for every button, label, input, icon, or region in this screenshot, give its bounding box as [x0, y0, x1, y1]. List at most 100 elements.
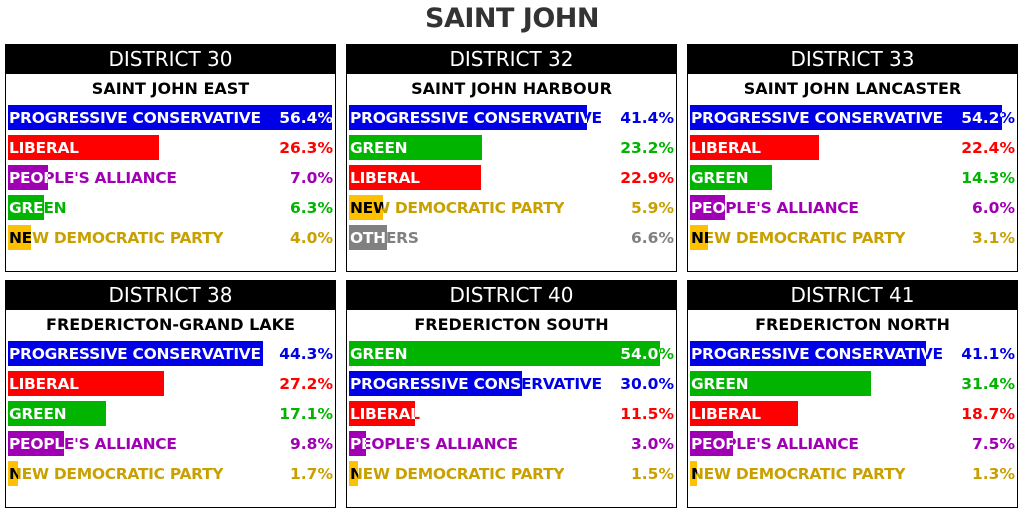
- result-bar: [349, 431, 366, 456]
- result-row-people-s-alliance: PEOPLE'S ALLIANCE 3.0%: [349, 429, 674, 459]
- district-panel-district-32: DISTRICT 32 SAINT JOHN HARBOUR PROGRESSIVE…: [346, 44, 677, 272]
- district-panel-district-30: DISTRICT 30 SAINT JOHN EAST PROGRESSIVE CO…: [5, 44, 336, 272]
- result-bar: [349, 165, 481, 190]
- result-row-people-s-alliance: PEOPLE'S ALLIANCE 9.8%: [8, 429, 333, 459]
- result-bar: [690, 135, 819, 160]
- result-row-progressive-conservative: PROGRESSIVE CONSERVATIVE 56.4%: [8, 103, 333, 133]
- result-bar: [690, 105, 1002, 130]
- riding-name: FREDERICTON-GRAND LAKE: [46, 315, 295, 334]
- party-name: LIBERAL: [9, 133, 79, 163]
- riding-name: SAINT JOHN LANCASTER: [743, 79, 962, 98]
- result-row-green: GREEN 17.1%: [8, 399, 333, 429]
- district-panel-district-41: DISTRICT 41 FREDERICTON NORTH PROGRESSIVE …: [687, 280, 1018, 508]
- result-row-new-democratic-party: NEW DEMOCRATIC PARTY 5.9%: [349, 193, 674, 223]
- result-row-green: GREEN 54.0%: [349, 339, 674, 369]
- result-percent: 23.2%: [620, 139, 674, 157]
- result-row-liberal: LIBERAL 18.7%: [690, 399, 1015, 429]
- result-row-new-democratic-party: NEW DEMOCRATIC PARTY 1.5%: [349, 459, 674, 489]
- party-name: NEW DEMOCRATIC PARTY: [691, 223, 906, 253]
- result-percent: 30.0%: [620, 375, 674, 393]
- result-bar: [349, 461, 358, 486]
- result-percent: 17.1%: [279, 405, 333, 423]
- result-bar: [690, 341, 926, 366]
- result-bar: [690, 401, 798, 426]
- result-bar: [690, 431, 733, 456]
- riding-name: SAINT JOHN HARBOUR: [411, 79, 612, 98]
- result-bar: [8, 105, 332, 130]
- result-row-liberal: LIBERAL 27.2%: [8, 369, 333, 399]
- riding-name: SAINT JOHN EAST: [91, 79, 250, 98]
- district-header: DISTRICT 32: [347, 45, 676, 74]
- party-name: LIBERAL: [350, 399, 420, 429]
- district-header: DISTRICT 38: [6, 281, 335, 310]
- party-name: GREEN: [350, 339, 408, 369]
- party-name: PEOPLE'S ALLIANCE: [9, 429, 177, 459]
- result-percent: 41.1%: [961, 345, 1015, 363]
- result-bar: [349, 135, 482, 160]
- result-percent: 1.3%: [972, 465, 1015, 483]
- party-name: PROGRESSIVE CONSERVATIVE: [691, 103, 943, 133]
- party-name: LIBERAL: [691, 133, 761, 163]
- result-percent: 5.9%: [631, 199, 674, 217]
- party-name: PROGRESSIVE CONSERVATIVE: [350, 369, 602, 399]
- result-row-new-democratic-party: NEW DEMOCRATIC PARTY 4.0%: [8, 223, 333, 253]
- result-percent: 54.2%: [960, 103, 1015, 133]
- district-panel-district-40: DISTRICT 40 FREDERICTON SOUTH GREEN 54.0% PR…: [346, 280, 677, 508]
- result-bar: [8, 225, 31, 250]
- result-row-progressive-conservative: PROGRESSIVE CONSERVATIVE 41.1%: [690, 339, 1015, 369]
- result-row-liberal: LIBERAL 11.5%: [349, 399, 674, 429]
- result-row-progressive-conservative: PROGRESSIVE CONSERVATIVE 54.2%: [690, 103, 1015, 133]
- result-bar: [349, 401, 415, 426]
- result-bar: [349, 195, 383, 220]
- party-name: GREEN: [350, 133, 408, 163]
- result-percent: 22.9%: [620, 169, 674, 187]
- riding-name: FREDERICTON NORTH: [755, 315, 950, 334]
- result-row-new-democratic-party: NEW DEMOCRATIC PARTY 1.3%: [690, 459, 1015, 489]
- party-name: GREEN: [9, 399, 67, 429]
- result-percent: 41.4%: [620, 109, 674, 127]
- party-name: PROGRESSIVE CONSERVATIVE: [691, 339, 943, 369]
- party-name: PEOPLE'S ALLIANCE: [350, 429, 518, 459]
- result-percent: 6.6%: [631, 229, 674, 247]
- result-bar: [690, 461, 697, 486]
- results-list: PROGRESSIVE CONSERVATIVE 54.2% LIBERAL 22.4…: [688, 103, 1017, 253]
- page-title: SAINT JOHN: [425, 3, 600, 34]
- result-percent: 3.0%: [631, 435, 674, 453]
- result-percent: 6.0%: [972, 199, 1015, 217]
- district-header: DISTRICT 41: [688, 281, 1017, 310]
- party-name: NEW DEMOCRATIC PARTY: [9, 459, 224, 489]
- result-percent: 54.0%: [619, 339, 674, 369]
- district-panel-district-33: DISTRICT 33 SAINT JOHN LANCASTER PROGRESSI…: [687, 44, 1018, 272]
- result-bar: [8, 135, 159, 160]
- results-list: PROGRESSIVE CONSERVATIVE 41.4% GREEN 23.2% L…: [347, 103, 676, 253]
- result-row-progressive-conservative: PROGRESSIVE CONSERVATIVE 41.4%: [349, 103, 674, 133]
- result-percent: 18.7%: [961, 405, 1015, 423]
- result-row-green: GREEN 23.2%: [349, 133, 674, 163]
- party-name: PROGRESSIVE CONSERVATIVE: [9, 103, 261, 133]
- result-bar: [8, 165, 48, 190]
- result-percent: 22.4%: [961, 139, 1015, 157]
- result-row-green: GREEN 14.3%: [690, 163, 1015, 193]
- party-name: LIBERAL: [9, 369, 79, 399]
- result-percent: 11.5%: [620, 405, 674, 423]
- result-row-new-democratic-party: NEW DEMOCRATIC PARTY 3.1%: [690, 223, 1015, 253]
- result-percent: 9.8%: [290, 435, 333, 453]
- result-row-progressive-conservative: PROGRESSIVE CONSERVATIVE 30.0%: [349, 369, 674, 399]
- result-row-people-s-alliance: PEOPLE'S ALLIANCE 7.0%: [8, 163, 333, 193]
- result-percent: 44.3%: [279, 345, 333, 363]
- result-bar: [349, 225, 387, 250]
- result-percent: 1.7%: [290, 465, 333, 483]
- result-percent: 3.1%: [972, 229, 1015, 247]
- result-bar: [349, 105, 587, 130]
- district-panel-district-38: DISTRICT 38 FREDERICTON-GRAND LAKE PROGRES…: [5, 280, 336, 508]
- result-percent: 56.4%: [279, 109, 333, 127]
- result-bar: [8, 195, 44, 220]
- result-row-others: OTHERS 6.6%: [349, 223, 674, 253]
- result-bar: [8, 461, 18, 486]
- party-name: NEW DEMOCRATIC PARTY: [9, 223, 224, 253]
- result-row-liberal: LIBERAL 26.3%: [8, 133, 333, 163]
- results-list: PROGRESSIVE CONSERVATIVE 56.4% LIBERAL 26.3…: [6, 103, 335, 253]
- result-percent: 7.5%: [972, 435, 1015, 453]
- result-bar: [8, 401, 106, 426]
- party-name: NEW DEMOCRATIC PARTY: [350, 459, 565, 489]
